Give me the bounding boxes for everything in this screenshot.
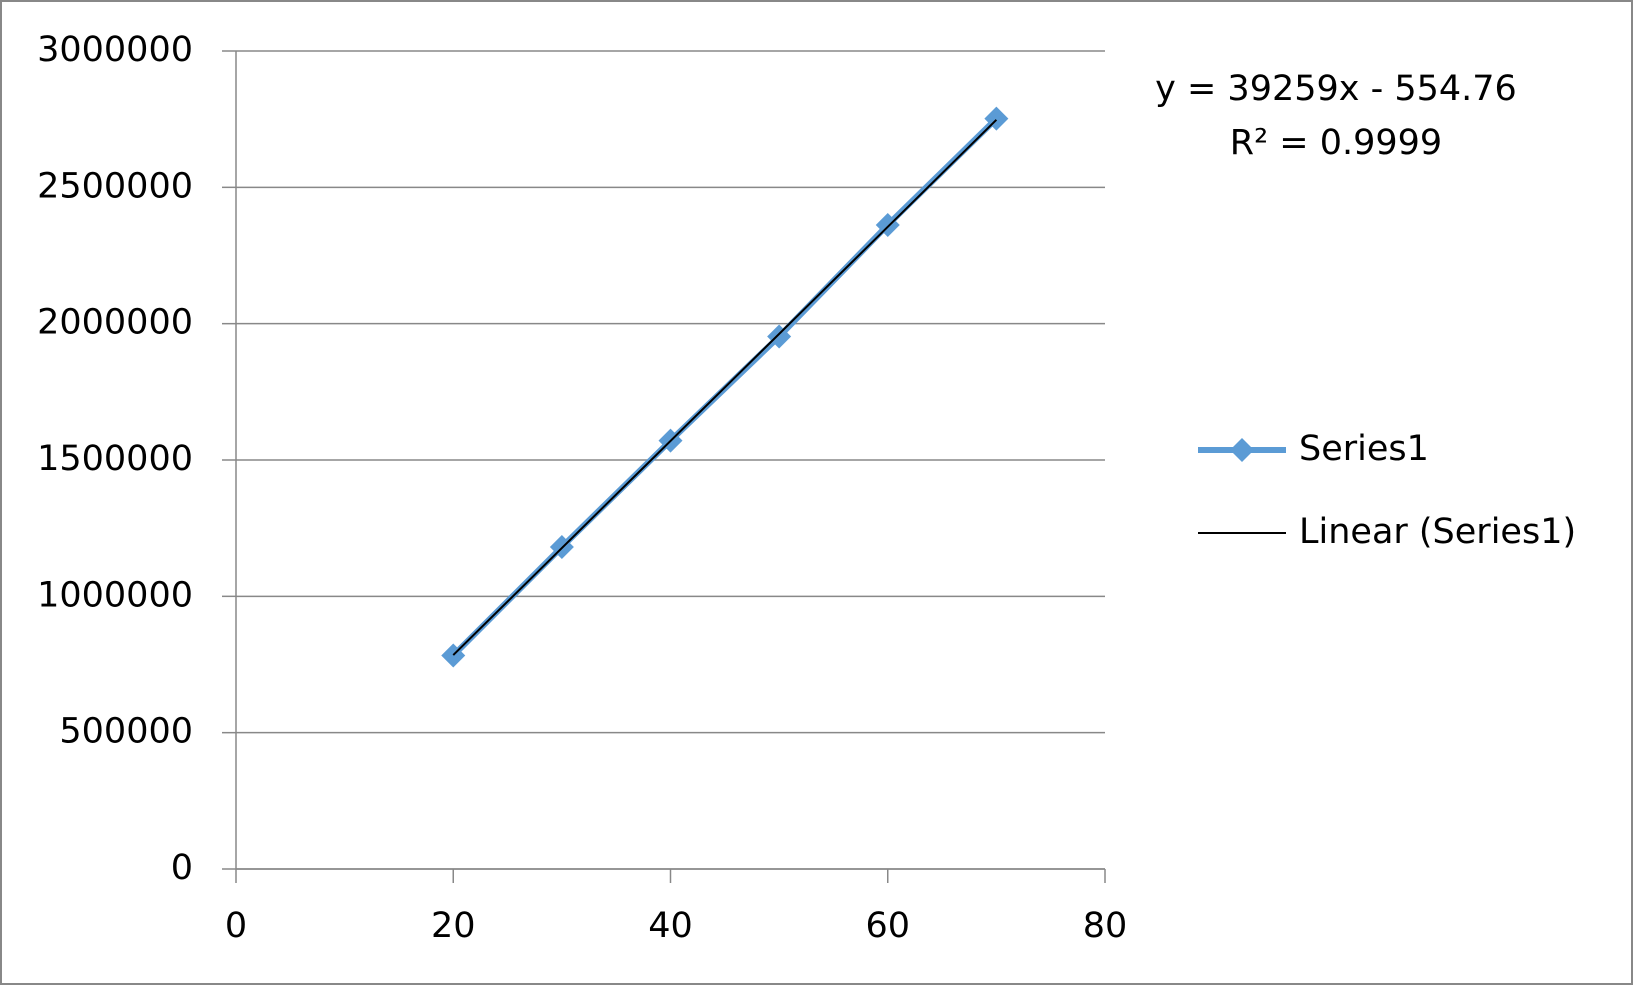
trend-line: [452, 119, 998, 656]
y-tick-label: 2000000: [37, 303, 193, 343]
x-tick-label: 0: [225, 906, 247, 946]
y-tick-label: 3000000: [37, 30, 193, 70]
legend-label: Series1: [1299, 429, 1429, 469]
trend-r2: R² = 0.9999: [1230, 123, 1442, 163]
legend-marker: [1230, 438, 1254, 462]
x-tick-label: 20: [431, 906, 476, 946]
y-tick-label: 1500000: [37, 439, 193, 479]
y-tick-label: 500000: [59, 712, 193, 752]
y-tick-label: 0: [171, 848, 193, 888]
marker: [984, 106, 1009, 131]
y-tick-label: 1000000: [37, 575, 193, 615]
x-tick-label: 60: [865, 906, 910, 946]
y-tick-label: 2500000: [37, 166, 193, 206]
trend-equation: y = 39259x - 554.76: [1155, 69, 1517, 109]
marker: [767, 324, 792, 349]
x-tick-label: 80: [1083, 906, 1128, 946]
x-tick-label: 40: [648, 906, 693, 946]
legend-label: Linear (Series1): [1299, 512, 1576, 552]
marker: [875, 212, 900, 237]
